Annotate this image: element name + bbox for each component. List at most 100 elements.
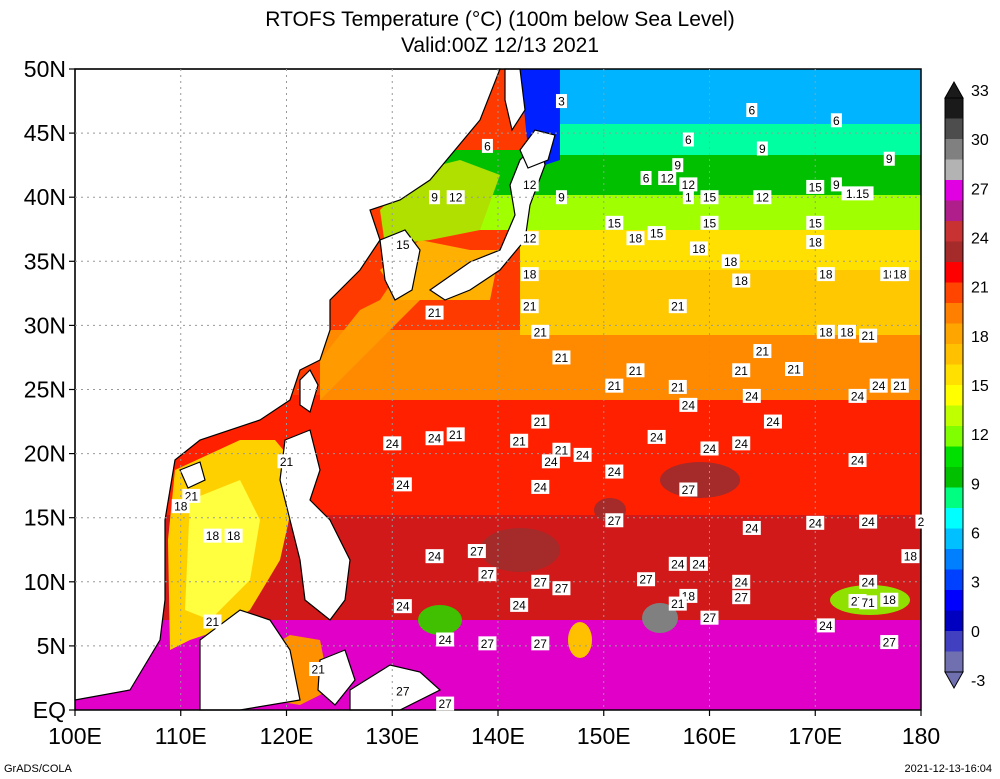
contour-label: 6 [830,113,842,128]
contour-label: 21 [552,442,571,457]
lon-label: 150E [577,723,631,749]
colorbar-segment [945,180,963,201]
colorbar-segment [945,610,963,632]
contour-label: 24 [859,514,878,529]
contour-label: 18 [721,254,740,269]
contour-label: 18 [520,267,539,282]
svg-text:27: 27 [735,591,749,605]
contour-label: 9 [672,158,684,173]
svg-text:21: 21 [671,597,685,611]
contour-label: 21 [446,427,465,442]
svg-text:15: 15 [809,216,823,230]
contour-label: 21 [859,328,878,343]
contour-label: 21 [668,299,687,314]
lat-label: 5N [37,633,66,659]
contour-label: 6 [481,138,493,153]
colorbar-segment [945,631,963,652]
svg-text:27: 27 [703,611,717,625]
svg-text:24: 24 [851,454,865,468]
svg-text:12: 12 [682,178,696,192]
gold-band [520,265,921,335]
colorbar-segment [945,262,963,283]
svg-text:24: 24 [861,575,875,589]
contour-label: 24 [383,436,402,451]
svg-text:24: 24 [682,398,696,412]
contour-label: 15 [647,226,666,241]
contour-label: 21 [732,363,751,378]
contour-label: 18 [880,592,899,607]
svg-text:21: 21 [449,428,463,442]
colorbar-segment [945,508,963,529]
contour-label: 27 [531,574,550,589]
contour-label: 27 [552,581,571,596]
svg-text:18: 18 [206,529,220,543]
svg-text:18: 18 [724,255,738,269]
svg-text:6: 6 [643,171,650,185]
colorbar-frame [944,97,964,673]
hainan [179,461,206,489]
contour-label: 15 [700,215,719,230]
map-title: RTOFS Temperature (°C) (100m below Sea L… [265,8,735,31]
lat-label: 50N [24,56,66,82]
svg-text:27: 27 [481,637,495,651]
contour-label: 18 [816,324,835,339]
svg-text:24: 24 [735,437,749,451]
contour-label: 9 [830,177,842,192]
svg-text:18: 18 [523,268,537,282]
svg-text:9: 9 [759,142,766,156]
svg-text:18: 18 [893,268,907,282]
svg-text:24: 24 [703,442,717,456]
svg-text:9: 9 [886,152,893,166]
contour-label: 24 [425,431,444,446]
svg-text:24: 24 [438,633,452,647]
colorbar-segment [945,98,963,119]
contour-label: 2 [915,514,927,529]
contour-label: 21 [510,433,529,448]
svg-text:27: 27 [470,545,484,559]
svg-text:6: 6 [833,114,840,128]
colorbar-segment [945,282,963,304]
contour-label: 27 [732,590,751,605]
contour-label: 24 [732,436,751,451]
svg-text:24: 24 [576,448,590,462]
lon-label: 100E [48,723,102,749]
lat-label: 25N [24,377,66,403]
svg-text:6: 6 [685,133,692,147]
contour-label: 18 [689,241,708,256]
colorbar-segment [945,487,963,509]
svg-text:24: 24 [861,515,875,529]
lat-label: 15N [24,505,66,531]
contour-label: 24 [393,599,412,614]
contour-label: 12 [753,190,772,205]
svg-text:21: 21 [608,379,622,393]
svg-text:12: 12 [661,171,675,185]
contour-label: 21 [425,305,444,320]
colorbar-segment [945,323,963,345]
svg-text:6: 6 [484,139,491,153]
contour-label: 6 [746,103,758,118]
svg-text:24: 24 [396,600,410,614]
svg-text:24: 24 [386,437,400,451]
contour-label: 24 [732,574,751,589]
svg-text:24: 24 [745,389,759,403]
contour-label: 15 [393,237,412,252]
svg-text:9: 9 [431,191,438,205]
colorbar-tick-label: 18 [971,329,989,346]
colorbar-segment [945,528,963,550]
colorbar-segment [945,651,963,673]
svg-text:15: 15 [809,180,823,194]
svg-text:9: 9 [833,178,840,192]
contour-label: 18 [901,549,920,564]
footer-timestamp: 2021-12-13-16:04 [904,763,992,775]
colorbar-segment [945,159,963,181]
contour-label: 24 [848,388,867,403]
colorbar-tick-label: 15 [971,378,989,395]
contour-label: 18 [732,273,751,288]
svg-text:12: 12 [523,232,537,246]
svg-text:27: 27 [682,483,696,497]
svg-text:1.15: 1.15 [846,187,870,201]
svg-text:12: 12 [449,191,463,205]
colorbar-tick-label: 24 [971,231,989,248]
svg-text:27: 27 [639,573,653,587]
svg-text:21: 21 [861,329,875,343]
